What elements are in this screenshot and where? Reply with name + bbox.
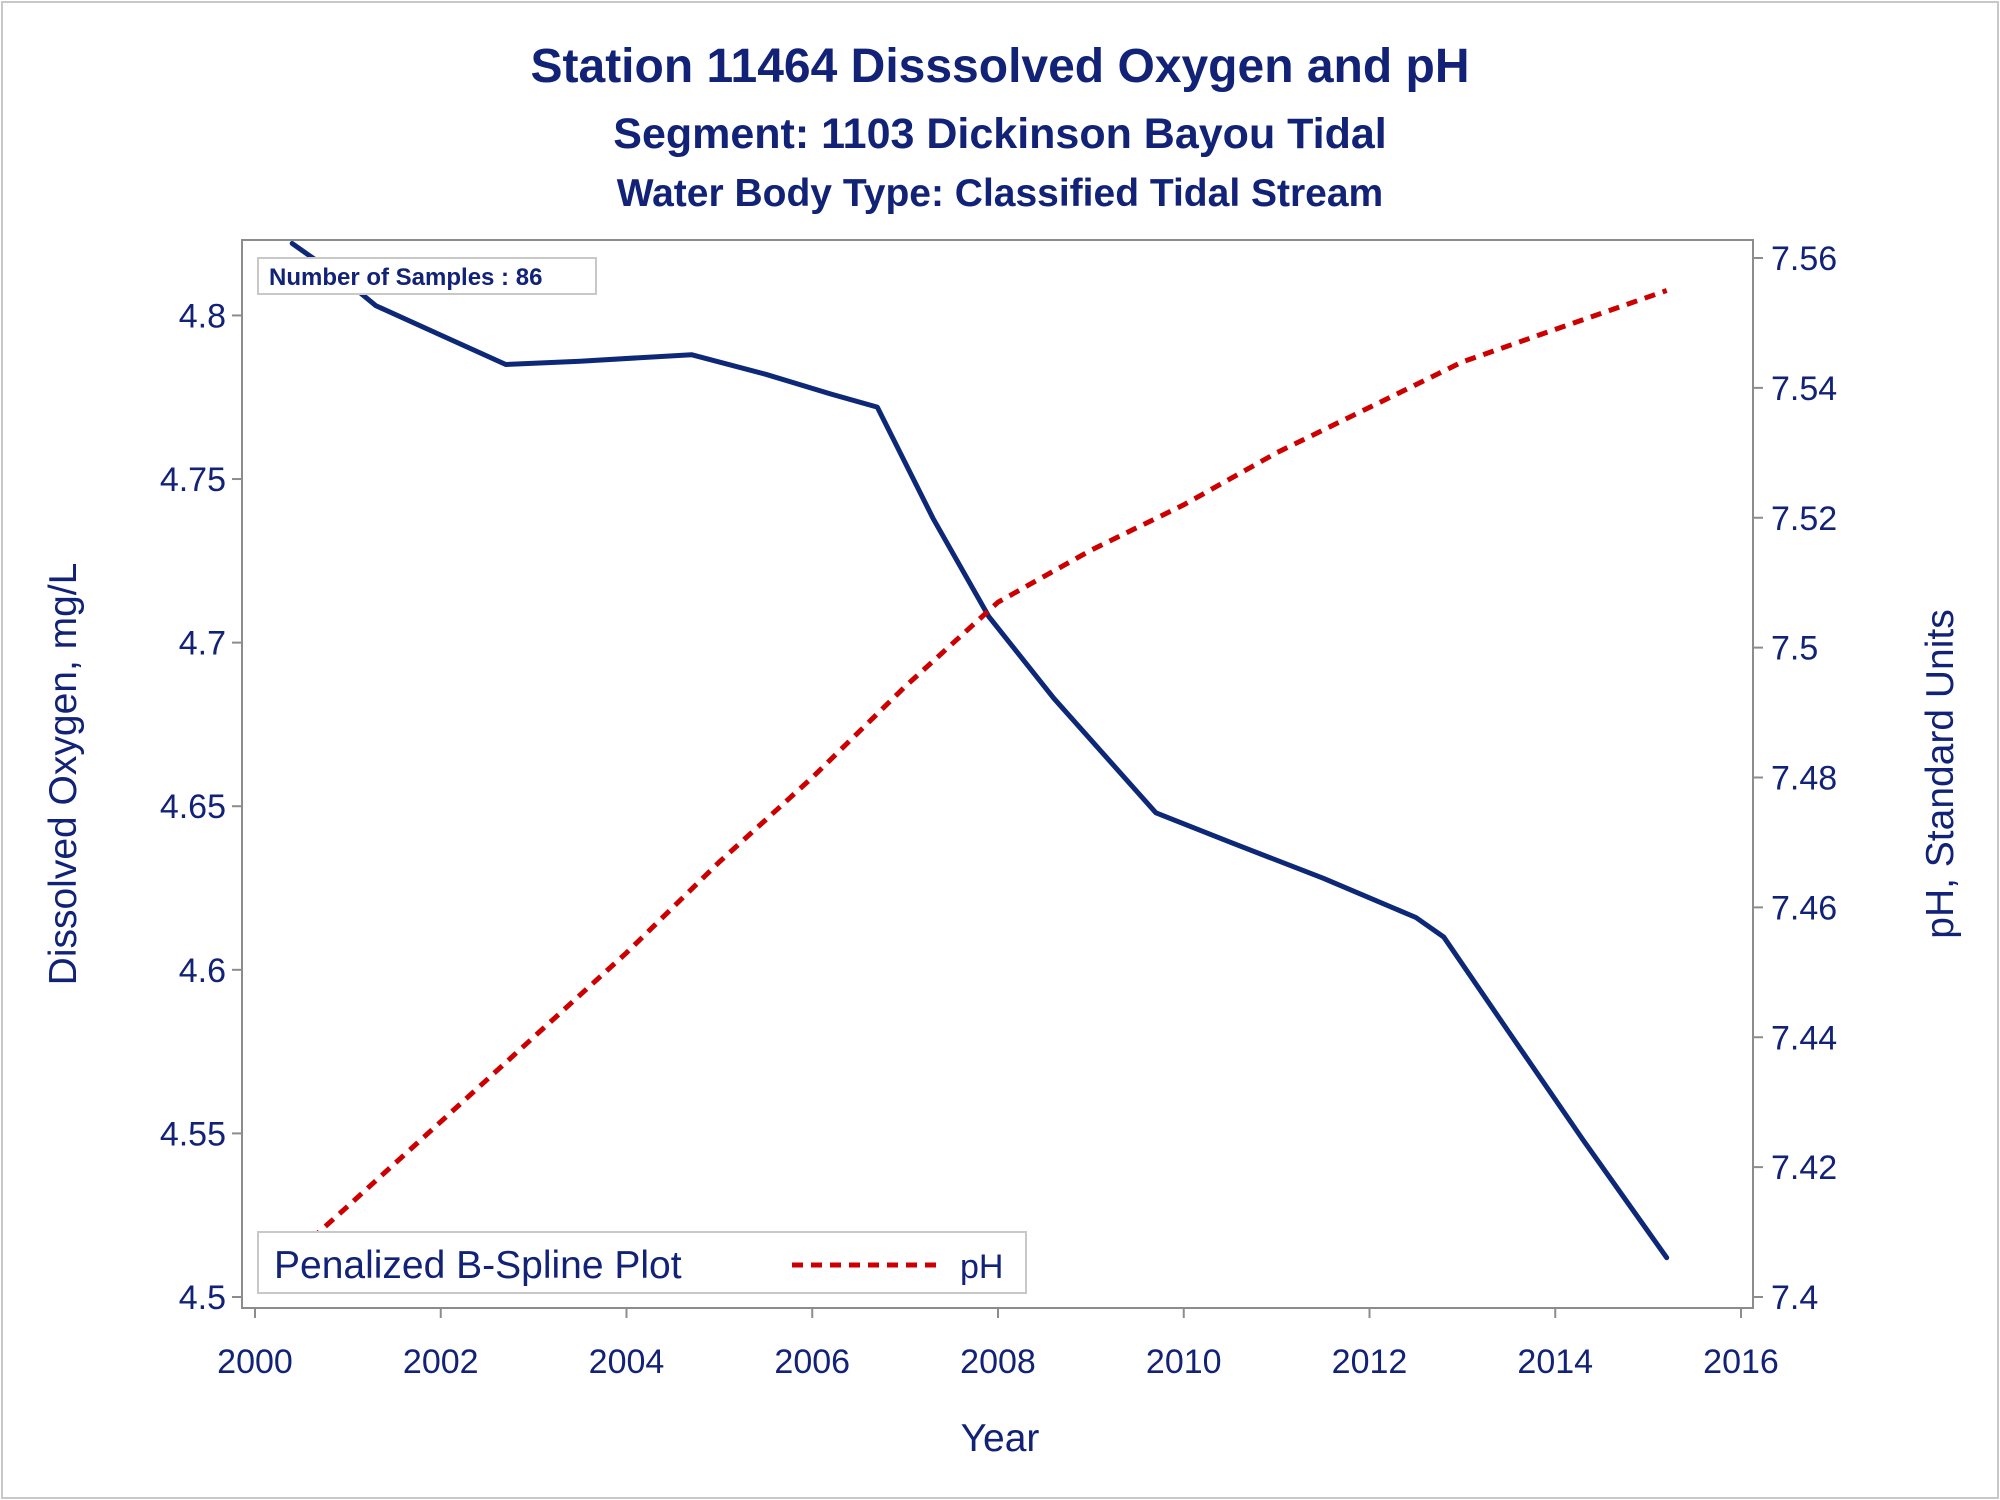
y2-tick-label: 7.52 bbox=[1771, 500, 1837, 538]
x-tick-label: 2014 bbox=[1517, 1343, 1593, 1381]
chart-title: Station 11464 Disssolved Oxygen and pH bbox=[531, 40, 1470, 93]
sample-count-label: Number of Samples : 86 bbox=[269, 264, 542, 291]
chart-subtitle-waterbody: Water Body Type: Classified Tidal Stream bbox=[617, 172, 1383, 215]
plot-area bbox=[241, 239, 1754, 1309]
x-tick-label: 2006 bbox=[774, 1343, 850, 1381]
y2-tick-label: 7.54 bbox=[1771, 370, 1837, 408]
ph-series-line bbox=[281, 288, 1668, 1267]
y2-tick-label: 7.48 bbox=[1771, 760, 1837, 798]
chart-subtitle-segment: Segment: 1103 Dickinson Bayou Tidal bbox=[613, 110, 1386, 158]
y2-tick-label: 7.5 bbox=[1771, 630, 1818, 668]
y-tick-label: 4.65 bbox=[160, 788, 226, 826]
y2-tick-label: 7.42 bbox=[1771, 1149, 1837, 1187]
y-tick-label: 4.55 bbox=[160, 1115, 226, 1153]
y-axis-label: Dissolved Oxygen, mg/L bbox=[42, 563, 85, 986]
y2-tick-label: 7.56 bbox=[1771, 240, 1837, 278]
y-tick-label: 4.75 bbox=[160, 461, 226, 499]
y2-tick-label: 7.4 bbox=[1771, 1279, 1818, 1317]
legend-ph-label: pH bbox=[960, 1248, 1003, 1286]
y2-axis-label: pH, Standard Units bbox=[1919, 609, 1962, 939]
sample-count-box bbox=[257, 257, 597, 295]
x-tick-label: 2016 bbox=[1703, 1343, 1779, 1381]
x-tick-label: 2012 bbox=[1332, 1343, 1408, 1381]
y2-tick-label: 7.44 bbox=[1771, 1019, 1837, 1057]
y-tick-label: 4.5 bbox=[179, 1279, 226, 1317]
x-tick-label: 2008 bbox=[960, 1343, 1036, 1381]
y2-tick-label: 7.46 bbox=[1771, 889, 1837, 927]
dissolved-oxygen-series-line bbox=[289, 241, 1670, 1261]
y-tick-label: 4.6 bbox=[179, 952, 226, 990]
x-tick-label: 2010 bbox=[1146, 1343, 1222, 1381]
x-tick-label: 2002 bbox=[403, 1343, 479, 1381]
legend-title: Penalized B-Spline Plot bbox=[274, 1244, 682, 1287]
x-axis-label: Year bbox=[961, 1417, 1040, 1460]
y-tick-label: 4.8 bbox=[179, 297, 226, 335]
x-tick-label: 2000 bbox=[217, 1343, 293, 1381]
y-tick-label: 4.7 bbox=[179, 625, 226, 663]
x-tick-label: 2004 bbox=[589, 1343, 665, 1381]
